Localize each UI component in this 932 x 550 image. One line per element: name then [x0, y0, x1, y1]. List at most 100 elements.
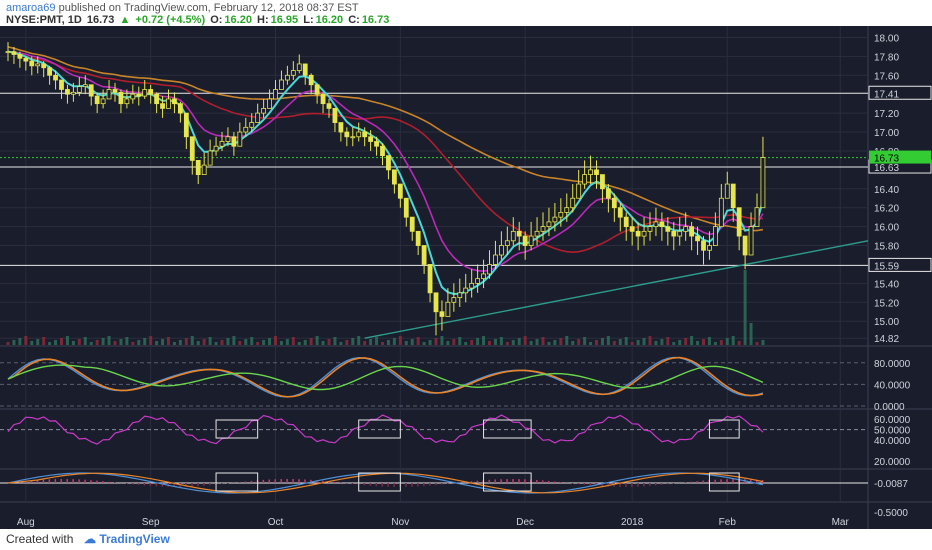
- volume-bar: [303, 340, 307, 345]
- candle-body: [88, 84, 94, 97]
- candle-body: [59, 79, 64, 90]
- macd-histogram-bar: [209, 483, 211, 486]
- volume-bar: [190, 336, 194, 345]
- close-value: 16.73: [361, 14, 390, 26]
- volume-bar: [493, 339, 497, 345]
- volume-bar: [761, 340, 765, 345]
- macd-histogram-bar: [726, 479, 728, 483]
- volume-bar: [226, 338, 230, 345]
- volume-bar: [434, 338, 438, 345]
- volume-bar: [48, 342, 52, 345]
- macd-histogram-bar: [547, 480, 550, 483]
- candle-body: [570, 197, 576, 209]
- x-tick-label: Oct: [268, 517, 284, 528]
- volume-bar: [202, 339, 206, 345]
- candle-body: [510, 230, 516, 242]
- candle-body: [469, 282, 475, 289]
- volume-bar: [672, 342, 676, 345]
- sma-mid-line: [7, 50, 763, 254]
- x-tick-label: Nov: [391, 517, 409, 528]
- volume-bar: [470, 340, 474, 345]
- volume-bar: [232, 336, 236, 345]
- candle-body: [314, 84, 320, 95]
- volume-bar: [630, 342, 634, 345]
- candle-body: [641, 230, 647, 237]
- volume-bar: [363, 341, 367, 345]
- candle-body: [23, 57, 29, 62]
- macd-histogram-bar: [328, 481, 330, 483]
- volume-bar: [89, 342, 93, 345]
- volume-bar: [143, 338, 147, 345]
- volume-bar: [60, 338, 63, 345]
- stoch-d-line: [7, 356, 764, 398]
- candle-body: [65, 89, 70, 95]
- macd-histogram-bar: [732, 479, 734, 483]
- candle-body: [736, 207, 742, 237]
- highlight-box: [215, 472, 259, 492]
- macd-histogram-bar: [66, 479, 68, 483]
- candle-body: [219, 141, 225, 147]
- volume-bar: [446, 341, 450, 345]
- candle-body: [504, 240, 510, 246]
- macd-histogram-bar: [108, 481, 110, 483]
- open-value: 16.20: [224, 14, 252, 26]
- created-with-text: Created with: [6, 532, 74, 546]
- tradingview-logo[interactable]: ☁ TradingView: [84, 532, 170, 546]
- candle-body: [760, 157, 766, 209]
- macd-histogram-bar: [280, 479, 282, 483]
- macd-histogram-bar: [363, 483, 366, 486]
- volume-bar: [345, 340, 349, 345]
- chart-canvas[interactable]: Aug Sep Oct Nov Dec 2018 Feb Mar 18.00 17.80 17.60…: [0, 26, 932, 529]
- macd-histogram-bar: [292, 479, 294, 483]
- macd-histogram-bar: [720, 479, 722, 483]
- volume-bar: [636, 340, 640, 345]
- highlight-box: [358, 419, 401, 439]
- volume-bar: [482, 336, 486, 345]
- candle-body: [498, 245, 504, 256]
- macd-histogram-bar: [221, 483, 223, 485]
- price-tick-label: 16.00: [874, 223, 899, 234]
- volume-bar: [161, 339, 165, 345]
- macd-histogram-bar: [571, 483, 574, 484]
- candle-body: [540, 226, 546, 232]
- volume-bar: [624, 337, 628, 345]
- volume-bar: [244, 339, 248, 345]
- macd-histogram-bar: [310, 479, 312, 483]
- candle-body: [207, 150, 213, 166]
- volume-bar: [321, 341, 325, 345]
- macd-histogram-bar: [131, 483, 134, 485]
- volume-bar: [511, 340, 515, 345]
- macd-histogram-bar: [375, 483, 378, 487]
- macd-histogram-bar: [238, 482, 241, 483]
- candle-body: [683, 226, 689, 232]
- volume-bar: [404, 341, 408, 345]
- volume-bar: [54, 340, 58, 345]
- up-arrow-icon: ▲: [119, 14, 131, 26]
- candle-body: [255, 112, 261, 123]
- symbol-name[interactable]: NYSE:PMT, 1D: [6, 14, 82, 26]
- candle-body: [53, 74, 58, 81]
- macd-histogram-bar: [524, 479, 526, 483]
- candle-body: [356, 131, 362, 138]
- footer: Created with ☁ TradingView: [0, 529, 932, 550]
- candle-body: [409, 216, 415, 232]
- volume-bar: [499, 337, 503, 345]
- macd-histogram-bar: [102, 481, 104, 483]
- candle-body: [47, 67, 53, 76]
- macd-histogram-bar: [660, 483, 663, 485]
- price-tick-label: 18.00: [874, 33, 899, 44]
- volume-bar: [428, 340, 432, 345]
- candle-body: [564, 207, 570, 213]
- author-link[interactable]: amaroa69: [6, 2, 56, 14]
- volume-bar: [12, 340, 16, 345]
- volume-bar: [648, 336, 652, 345]
- macd-histogram-bar: [470, 481, 473, 483]
- candle-body: [142, 89, 148, 97]
- volume-bar: [196, 341, 200, 345]
- macd-histogram-bar: [542, 480, 544, 483]
- volume-bar: [274, 336, 277, 345]
- volume-bar: [184, 338, 188, 345]
- macd-histogram-bar: [702, 480, 704, 483]
- macd-histogram-bar: [84, 479, 86, 483]
- volume-bar: [30, 341, 34, 345]
